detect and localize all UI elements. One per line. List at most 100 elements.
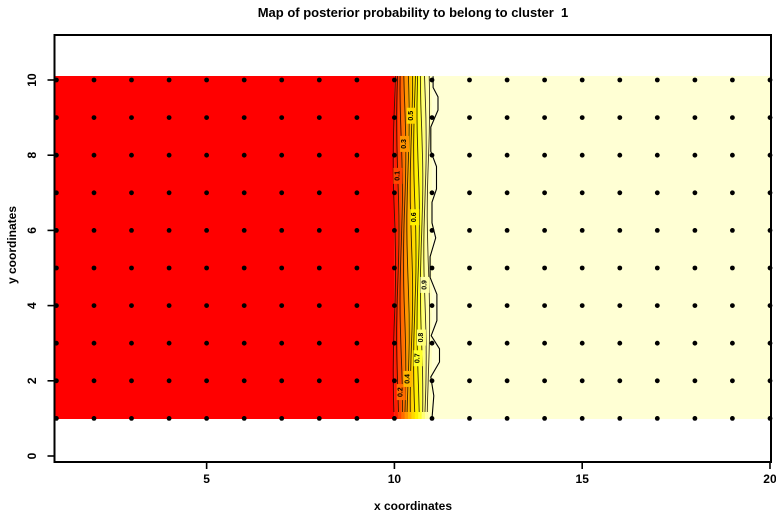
grid-point	[467, 265, 472, 271]
contour-label-gap	[393, 167, 403, 184]
contour-label-gap	[420, 276, 430, 293]
grid-point	[166, 378, 172, 384]
grid-point	[91, 416, 97, 421]
grid-point	[692, 416, 698, 421]
grid-point	[392, 115, 397, 120]
grid-point	[392, 77, 397, 83]
grid-point	[467, 340, 472, 346]
grid-point	[504, 378, 510, 384]
grid-point	[504, 77, 510, 83]
grid-point	[129, 115, 134, 120]
grid-point	[579, 340, 585, 346]
y-tick-label: 6	[25, 227, 39, 234]
contour-line	[399, 75, 403, 412]
transition-band	[404, 76, 409, 419]
grid-point	[316, 115, 322, 120]
grid-point	[429, 303, 435, 308]
grid-point	[692, 340, 698, 346]
contour-label: 0.8	[418, 333, 425, 343]
grid-point	[204, 265, 210, 271]
grid-point	[692, 378, 698, 384]
grid-point	[279, 378, 285, 384]
grid-point	[429, 152, 435, 158]
y-tick-label: 4	[25, 302, 39, 309]
grid-point	[429, 265, 435, 271]
grid-point	[166, 115, 172, 120]
grid-point	[654, 190, 660, 196]
grid-point	[579, 228, 585, 233]
grid-point	[467, 77, 472, 83]
contour-label: 0.6	[411, 212, 418, 222]
grid-point	[129, 416, 134, 421]
grid-point	[429, 228, 435, 233]
grid-point	[129, 265, 134, 271]
plot-box	[53, 34, 772, 463]
grid-point	[730, 303, 735, 308]
grid-point	[654, 340, 660, 346]
grid-point	[316, 416, 322, 421]
grid-point	[241, 303, 247, 308]
grid-point	[467, 228, 472, 233]
grid-point	[467, 152, 472, 158]
grid-point	[617, 340, 623, 346]
grid-point	[504, 190, 510, 196]
grid-point	[467, 190, 472, 196]
grid-point	[579, 190, 585, 196]
grid-point	[392, 228, 397, 233]
transition-band	[408, 76, 412, 419]
grid-point	[316, 77, 322, 83]
y-tick-label: 8	[25, 152, 39, 159]
region-right	[431, 76, 771, 419]
grid-point	[392, 265, 397, 271]
grid-point	[316, 340, 322, 346]
contour-line	[402, 75, 407, 413]
grid-point	[429, 190, 435, 196]
grid-point	[316, 303, 322, 308]
grid-point	[91, 265, 97, 271]
grid-point	[279, 265, 285, 271]
grid-point	[692, 152, 698, 158]
grid-point	[392, 378, 397, 384]
transition-band	[414, 76, 419, 419]
x-axis-title: x coordinates	[373, 499, 453, 513]
grid-point	[542, 265, 547, 271]
contour-label-gap	[410, 209, 420, 226]
grid-point	[542, 303, 547, 308]
grid-point	[542, 416, 547, 421]
grid-point	[129, 190, 134, 196]
grid-point	[204, 152, 210, 158]
grid-point	[692, 77, 698, 83]
contour-label-gap	[400, 135, 410, 152]
grid-point	[730, 190, 735, 196]
grid-point	[692, 303, 698, 308]
grid-point	[204, 340, 210, 346]
contour-label-gap	[403, 370, 413, 387]
grid-point	[91, 340, 97, 346]
grid-point	[279, 303, 285, 308]
transition-strip	[428, 76, 432, 419]
grid-point	[692, 265, 698, 271]
grid-point	[204, 416, 210, 421]
contour-label: 0.1	[394, 171, 401, 181]
grid-point	[91, 378, 97, 384]
grid-point	[204, 303, 210, 308]
grid-point	[204, 378, 210, 384]
grid-point	[354, 378, 360, 384]
grid-point	[429, 378, 435, 384]
grid-point	[241, 190, 247, 196]
grid-point	[429, 77, 435, 83]
grid-point	[579, 378, 585, 384]
x-tick-label: 5	[203, 472, 210, 486]
grid-point	[354, 115, 360, 120]
grid-point	[129, 378, 134, 384]
grid-point	[392, 303, 397, 308]
grid-point	[316, 265, 322, 271]
grid-point	[166, 340, 172, 346]
contour-label-gap	[413, 350, 423, 367]
grid-point	[542, 340, 547, 346]
grid-point	[204, 115, 210, 120]
grid-point	[354, 416, 360, 421]
grid-point	[129, 340, 134, 346]
grid-point	[504, 152, 510, 158]
